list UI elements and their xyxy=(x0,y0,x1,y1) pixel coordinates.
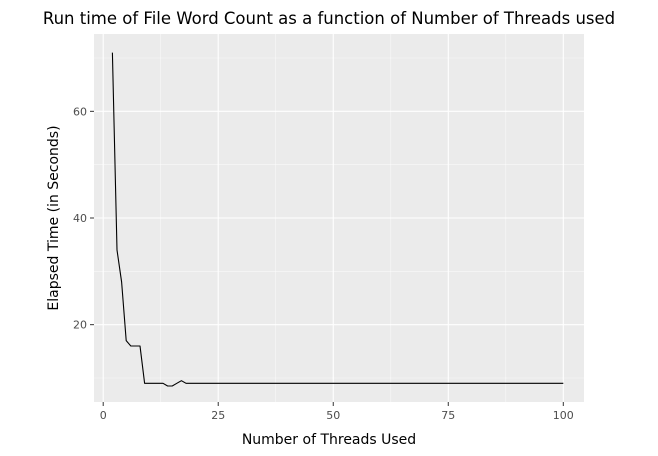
major-gridlines xyxy=(94,34,584,402)
x-tick-label-2: 50 xyxy=(326,409,340,422)
x-tick-label-3: 75 xyxy=(441,409,455,422)
y-axis-label: Elapsed Time (in Seconds) xyxy=(46,125,62,310)
y-tick-label-0: 20 xyxy=(73,319,87,332)
y-tick-label-1: 40 xyxy=(73,212,87,225)
y-tick-label-2: 60 xyxy=(73,105,87,118)
x-tick-label-4: 100 xyxy=(553,409,574,422)
x-axis-ticks: 0 25 50 75 100 xyxy=(100,402,574,422)
x-axis-label: Number of Threads Used xyxy=(242,432,416,448)
series-line xyxy=(111,52,564,387)
y-axis-ticks: 20 40 60 xyxy=(73,105,94,332)
x-tick-label-1: 25 xyxy=(211,409,225,422)
x-tick-label-0: 0 xyxy=(100,409,107,422)
chart-title: Run time of File Word Count as a functio… xyxy=(43,9,615,28)
